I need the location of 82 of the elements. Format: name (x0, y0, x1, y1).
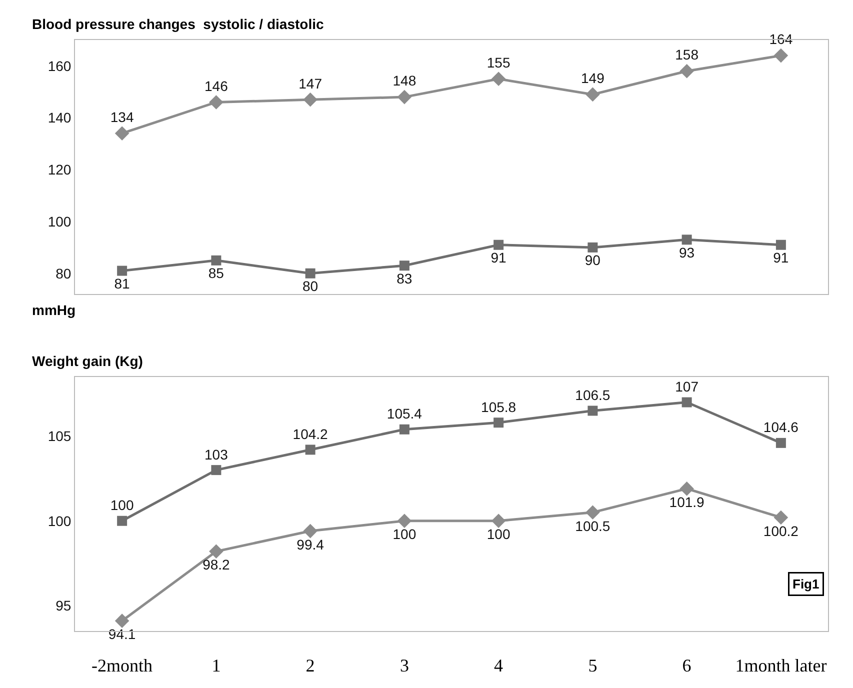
data-label: 80 (302, 278, 318, 294)
point (114, 614, 130, 628)
x-tick-label: 2 (306, 656, 315, 676)
point (494, 418, 504, 428)
data-label: 106.5 (575, 387, 610, 403)
point (494, 240, 504, 250)
data-label: 91 (773, 250, 789, 266)
y-tick-label: 120 (48, 162, 72, 178)
y-tick-label: 80 (56, 265, 72, 282)
data-label: 146 (204, 78, 228, 94)
point (397, 514, 412, 528)
x-tick-label: 3 (400, 656, 409, 676)
data-label: 91 (490, 250, 507, 266)
data-label: 148 (392, 72, 416, 89)
text: mmHg (32, 302, 76, 318)
x-tick-label: 4 (494, 656, 504, 676)
point (399, 260, 410, 271)
y-tick-label: 160 (48, 58, 72, 74)
data-label: 104.2 (292, 426, 328, 442)
data-label: 147 (298, 75, 322, 92)
data-label: 158 (675, 46, 699, 63)
x-tick-label: -2month (92, 656, 153, 676)
point (588, 406, 598, 416)
point (491, 514, 506, 528)
data-label: 105.4 (386, 406, 422, 422)
point (303, 92, 318, 107)
data-label: 107 (675, 378, 699, 395)
x-tick-label: 6 (682, 656, 692, 676)
point (774, 510, 788, 525)
data-label: 134 (110, 108, 134, 125)
data-label: 101.9 (669, 494, 705, 510)
data-label: 100 (486, 526, 510, 542)
point (117, 266, 128, 276)
data-label: 100.5 (575, 518, 610, 534)
point (588, 242, 598, 252)
data-label: 100 (392, 526, 416, 542)
point (586, 87, 600, 102)
data-label: 99.4 (296, 536, 324, 552)
y-tick-label: 100 (48, 512, 72, 529)
point (399, 424, 410, 434)
data-label: 100.2 (763, 522, 799, 539)
y-tick-label: 140 (48, 110, 72, 126)
point (682, 397, 692, 408)
point (117, 516, 128, 526)
point (682, 234, 692, 245)
data-label: 155 (486, 54, 510, 71)
y-tick-label: 100 (48, 213, 72, 230)
data-label: 93 (679, 244, 695, 260)
point (491, 72, 506, 86)
annotation: Fig1 (792, 576, 820, 592)
chart-title: Weight gain (Kg) (32, 353, 143, 369)
point (305, 444, 316, 455)
point (303, 524, 318, 538)
point (209, 544, 224, 559)
data-label: 149 (581, 70, 605, 86)
point (776, 438, 786, 448)
point (680, 482, 694, 496)
data-label: 105.8 (481, 398, 516, 415)
point (774, 48, 788, 63)
data-label: 104.6 (763, 419, 799, 436)
data-label: 98.2 (202, 556, 230, 573)
data-label: 81 (114, 276, 130, 292)
x-tick-label: 5 (588, 656, 598, 676)
data-label: 103 (204, 446, 228, 462)
point (211, 255, 222, 266)
point (211, 465, 222, 476)
data-label: 90 (584, 252, 601, 268)
chart-title: Blood pressure changes systolic / diastolic (32, 16, 324, 32)
data-label: 100 (110, 497, 134, 514)
point (680, 64, 694, 78)
x-tick-label: 1 (212, 656, 221, 676)
y-tick-label: 95 (56, 597, 72, 614)
point (305, 268, 316, 278)
point (586, 505, 600, 520)
x-tick-label: 1month later (735, 656, 827, 676)
point (209, 95, 224, 110)
point (114, 126, 130, 140)
data-label: 83 (396, 270, 412, 286)
point (397, 90, 412, 104)
data-label: 85 (208, 265, 224, 282)
point (776, 240, 786, 250)
y-tick-label: 105 (48, 428, 72, 444)
